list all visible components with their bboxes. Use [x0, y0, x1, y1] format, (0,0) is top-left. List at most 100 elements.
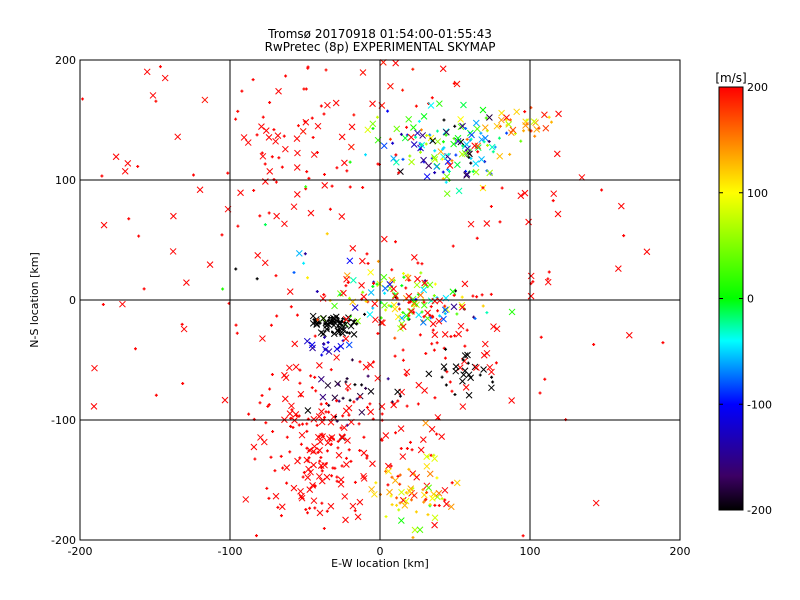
data-point-cross	[429, 495, 436, 502]
data-point-plus	[497, 136, 501, 140]
data-point-cross	[305, 465, 312, 473]
data-point-plus	[236, 224, 240, 228]
data-point-plus	[325, 402, 329, 406]
data-point-plus	[350, 358, 354, 362]
data-point-plus	[390, 503, 394, 507]
data-point-cross	[119, 300, 126, 308]
data-point-cross	[541, 111, 548, 119]
data-point-cross	[278, 503, 286, 511]
data-point-plus	[307, 449, 311, 453]
data-point-cross	[457, 115, 464, 123]
colorbar-tick-label: -200	[747, 504, 772, 517]
data-point-plus	[414, 135, 418, 139]
data-point-plus	[310, 116, 314, 120]
data-point-cross	[405, 292, 413, 300]
colorbar-tick-label: 100	[747, 187, 768, 200]
data-point-plus	[274, 180, 278, 184]
data-point-cross	[250, 443, 258, 451]
data-point-cross	[431, 455, 438, 462]
data-point-plus	[420, 310, 424, 314]
data-point-plus	[344, 380, 348, 384]
data-point-cross	[377, 319, 385, 326]
data-point-cross	[299, 127, 307, 135]
data-point-plus	[455, 312, 459, 316]
data-point-plus	[234, 117, 238, 121]
data-point-plus	[276, 505, 280, 509]
data-point-cross	[174, 133, 182, 141]
data-point-cross	[544, 278, 552, 286]
data-point-cross	[467, 220, 475, 228]
data-point-cross	[486, 363, 494, 371]
data-point-plus	[253, 457, 257, 461]
data-point-cross	[402, 497, 410, 505]
data-point-plus	[304, 185, 308, 189]
data-point-plus	[549, 120, 553, 124]
data-point-plus	[401, 157, 405, 161]
data-point-plus	[395, 496, 399, 500]
data-point-cross	[303, 337, 311, 345]
data-point-plus	[443, 498, 447, 502]
data-point-cross	[617, 202, 625, 210]
data-point-plus	[391, 141, 395, 145]
data-point-plus	[100, 174, 104, 178]
data-point-plus	[443, 312, 447, 316]
data-point-cross	[407, 485, 415, 492]
data-point-cross	[422, 281, 429, 289]
data-point-plus	[397, 171, 401, 175]
data-point-plus	[401, 358, 405, 362]
data-point-cross	[380, 235, 388, 243]
data-point-cross	[416, 526, 424, 534]
data-point-cross	[454, 137, 462, 145]
data-point-plus	[360, 383, 364, 387]
y-tick-label: 0	[69, 294, 76, 307]
data-point-cross	[358, 408, 366, 416]
data-point-plus	[267, 403, 271, 407]
data-point-plus	[416, 261, 420, 265]
data-point-plus	[429, 305, 433, 309]
data-point-cross	[434, 414, 442, 421]
data-point-plus	[394, 431, 398, 435]
data-point-cross	[461, 357, 468, 365]
data-point-cross	[415, 311, 423, 319]
data-point-plus	[306, 511, 310, 515]
data-point-plus	[397, 508, 401, 512]
data-point-cross	[286, 364, 293, 372]
data-point-plus	[426, 513, 430, 517]
data-point-plus	[538, 391, 542, 395]
data-point-cross	[431, 156, 439, 163]
data-point-plus	[522, 129, 526, 133]
data-point-plus	[393, 336, 397, 340]
data-point-plus	[398, 394, 402, 398]
data-point-plus	[386, 109, 390, 113]
data-point-plus	[443, 304, 447, 308]
data-point-cross	[367, 289, 375, 296]
data-point-plus	[254, 534, 258, 538]
data-point-plus	[407, 467, 411, 471]
data-point-plus	[327, 410, 331, 414]
data-point-plus	[433, 396, 437, 400]
data-point-cross	[473, 364, 480, 372]
data-point-cross	[473, 125, 481, 133]
data-point-plus	[423, 498, 427, 502]
data-point-cross	[464, 145, 471, 153]
data-point-plus	[322, 112, 326, 116]
data-point-cross	[328, 434, 336, 441]
data-point-plus	[398, 473, 402, 477]
data-point-plus	[298, 368, 302, 372]
data-point-cross	[196, 186, 204, 194]
data-point-cross	[307, 209, 315, 217]
data-point-cross	[332, 313, 340, 321]
data-point-plus	[327, 318, 331, 322]
data-point-cross	[310, 415, 318, 423]
data-point-plus	[349, 459, 353, 463]
data-point-plus	[338, 293, 342, 297]
data-point-cross	[392, 292, 399, 300]
data-point-plus	[309, 374, 313, 378]
data-point-plus	[433, 282, 437, 286]
data-point-plus	[313, 484, 317, 488]
data-point-cross	[344, 383, 352, 390]
data-point-cross	[310, 497, 318, 505]
data-point-plus	[447, 152, 451, 156]
x-tick-label: 100	[520, 545, 541, 558]
